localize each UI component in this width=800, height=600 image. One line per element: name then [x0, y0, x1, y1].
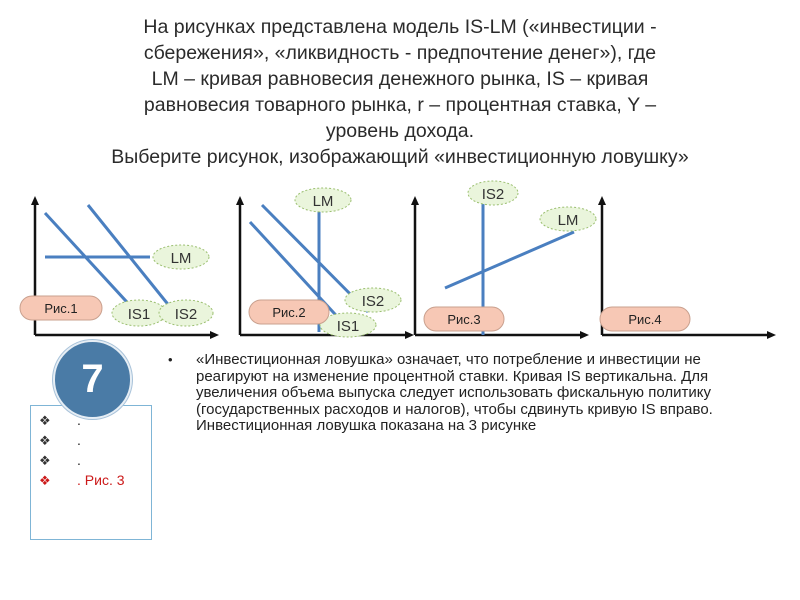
- is2-label: IS2: [175, 306, 198, 323]
- list-item: ❖.: [39, 430, 81, 450]
- figure-2: LM IS2 IS1 Рис.2: [236, 187, 414, 339]
- title-line: равновесия товарного рынка, r – процентн…: [143, 94, 657, 116]
- title-line: На рисунках представлена модель IS-LM («…: [143, 16, 657, 38]
- label-bubble: [294, 187, 352, 213]
- figure-caption: Рис.1: [44, 301, 77, 316]
- figure-caption: Рис.3: [447, 312, 480, 327]
- label-bubble: [158, 299, 214, 327]
- figure-caption-bg: [248, 299, 330, 325]
- figure-3: IS2 LM Рис.3: [411, 180, 597, 339]
- label-bubble: [467, 180, 519, 206]
- figure-caption: Рис.4: [628, 312, 661, 327]
- title-line: сбережения», «ликвидность - предпочтение…: [143, 42, 657, 64]
- is1-label: IS1: [128, 306, 151, 323]
- label-bubble: [319, 312, 377, 338]
- explanation-text: «Инвестиционная ловушка» означает, что п…: [196, 351, 713, 434]
- answer-box: ❖. ❖. ❖. ❖ . Рис. 3: [30, 405, 152, 540]
- slide-title: На рисунках представлена модель IS-LM («…: [30, 14, 770, 170]
- diamond-bullet-icon: ❖: [39, 413, 51, 428]
- is1-curve: [248, 220, 347, 327]
- list-item: ❖ . Рис. 3: [39, 470, 125, 490]
- lm-curve: [444, 230, 575, 290]
- diamond-bullet-icon: ❖: [39, 433, 51, 448]
- label-bubble: [152, 244, 210, 270]
- answer-text: .: [77, 412, 81, 428]
- diamond-bullet-icon: ❖: [39, 453, 51, 468]
- answer-text: .: [77, 452, 81, 468]
- lm-label: LM: [171, 250, 192, 267]
- question-number-badge: 7: [53, 340, 132, 419]
- is1-label: IS1: [337, 318, 360, 335]
- figure-caption-bg: [599, 306, 691, 332]
- title-line: LM – кривая равновесия денежного рынка, …: [151, 68, 649, 90]
- label-bubble: [344, 287, 402, 313]
- answer-list: ❖. ❖. ❖. ❖ . Рис. 3: [39, 410, 125, 490]
- explanation: • «Инвестиционная ловушка» означает, что…: [168, 351, 758, 435]
- figure-caption-bg: [19, 295, 103, 321]
- lm-label: LM: [313, 193, 334, 210]
- label-bubble: [539, 206, 597, 232]
- list-item: ❖.: [39, 450, 81, 470]
- title-question: Выберите рисунок, изображающий «инвестиц…: [111, 146, 689, 168]
- is2-label: IS2: [482, 186, 505, 203]
- figure-1: LM IS1 IS2 Рис.1: [19, 196, 219, 339]
- figure-4: Рис.4: [598, 196, 776, 339]
- answer-text: .: [77, 432, 81, 448]
- list-item: ❖.: [39, 410, 81, 430]
- figure-caption: Рис.2: [272, 305, 305, 320]
- correct-answer-text: . Рис. 3: [77, 472, 125, 488]
- is2-label: IS2: [362, 293, 385, 310]
- title-line: уровень дохода.: [325, 120, 475, 142]
- lm-label: LM: [558, 212, 579, 229]
- diamond-bullet-icon: ❖: [39, 473, 51, 488]
- figure-caption-bg: [423, 306, 505, 332]
- bullet-dot: •: [168, 352, 173, 367]
